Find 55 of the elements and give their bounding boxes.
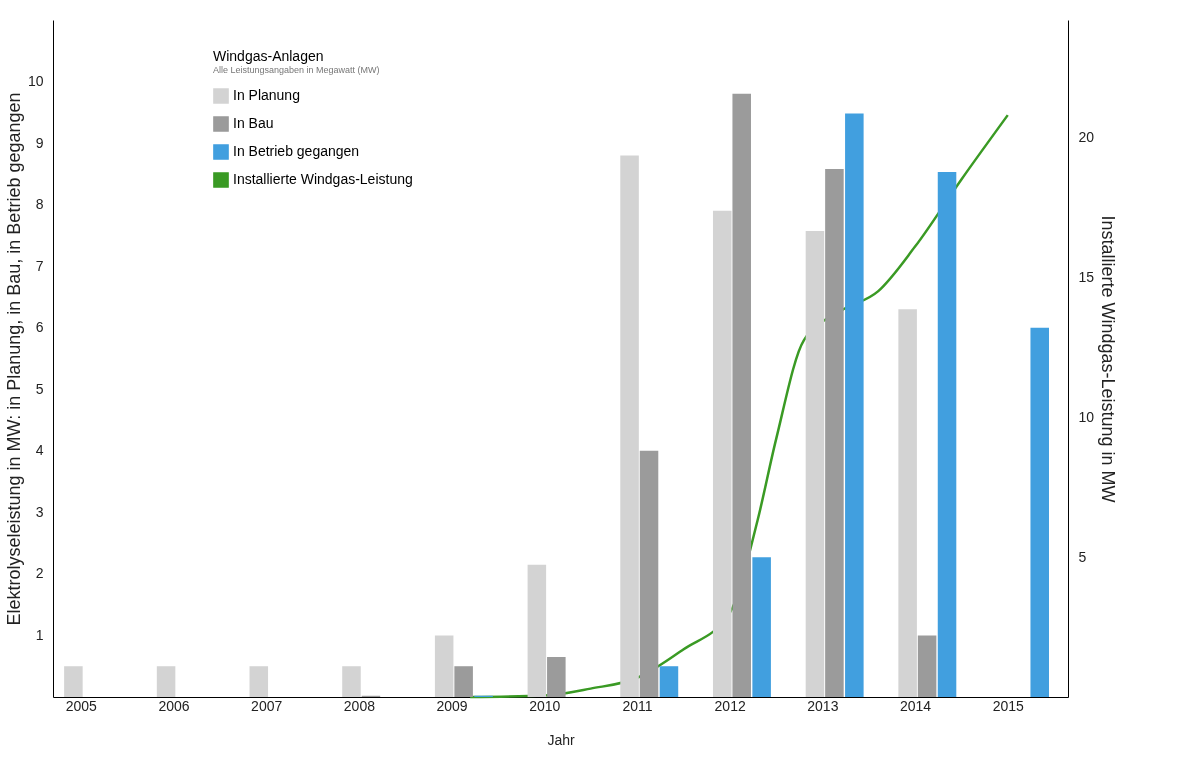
bar (527, 564, 547, 697)
y-tick-label: 3 (35, 503, 44, 520)
legend-label: In Planung (233, 87, 300, 103)
bar (156, 666, 176, 697)
y-tick-label: 10 (27, 73, 44, 90)
legend-label: In Bau (233, 115, 274, 131)
bar (342, 666, 361, 697)
bar (249, 666, 269, 697)
annotation: Alle Leistungsangaben in Megawatt (MW) (213, 65, 380, 75)
bar (805, 231, 825, 697)
y2-tick-label: 20 (1078, 129, 1095, 145)
legend-title: Windgas-Anlagen (213, 48, 324, 64)
x-axis-title: Jahr (547, 731, 575, 748)
bar (752, 557, 771, 697)
y2-tick-label: 15 (1078, 268, 1095, 285)
x-tick-label: 2006 (158, 697, 190, 714)
y-tick-label: 7 (35, 257, 44, 274)
x-tick-label: 2005 (65, 697, 98, 714)
bar (917, 635, 937, 697)
y-tick-label: 1 (35, 626, 44, 643)
bar (64, 666, 83, 697)
bar (454, 666, 473, 697)
x-tick-label: 2012 (714, 697, 746, 714)
bar (825, 168, 844, 697)
x-tick-label: 2011 (622, 697, 653, 714)
y-tick-label: 5 (35, 380, 44, 397)
bar (845, 113, 864, 697)
bar (639, 450, 659, 697)
x-tick-label: 2007 (251, 697, 283, 714)
y2-tick-label: 5 (1078, 548, 1087, 565)
x-tick-label: 2009 (436, 697, 468, 714)
bar (620, 155, 639, 697)
x-tick-label: 2013 (807, 697, 839, 714)
y2-axis-title: Installierte Windgas-Leistung in MW (1098, 215, 1119, 503)
x-tick-label: 2008 (343, 697, 376, 714)
bar (898, 309, 917, 697)
x-tick-label: 2015 (992, 697, 1025, 714)
y2-tick-label: 10 (1078, 408, 1095, 425)
bar (659, 666, 679, 697)
y-tick-label: 6 (35, 319, 44, 336)
x-tick-label: 2010 (529, 697, 561, 714)
bar (1030, 327, 1049, 697)
bar (547, 657, 566, 697)
bar (434, 635, 454, 697)
legend-label: Installierte Windgas-Leistung (233, 171, 413, 187)
y-tick-label: 8 (35, 196, 44, 213)
y-tick-label: 9 (35, 134, 44, 151)
x-tick-label: 2014 (899, 697, 932, 714)
legend-label: In Betrieb gegangen (233, 143, 360, 159)
y-tick-label: 2 (35, 565, 44, 582)
bar (712, 210, 732, 697)
bar (732, 93, 751, 697)
bar (937, 172, 957, 697)
y-axis-title: Elektrolyseleistung in MW: in Planung, in Bau, in Betrieb gegangen (3, 92, 24, 626)
y-tick-label: 4 (35, 442, 44, 459)
